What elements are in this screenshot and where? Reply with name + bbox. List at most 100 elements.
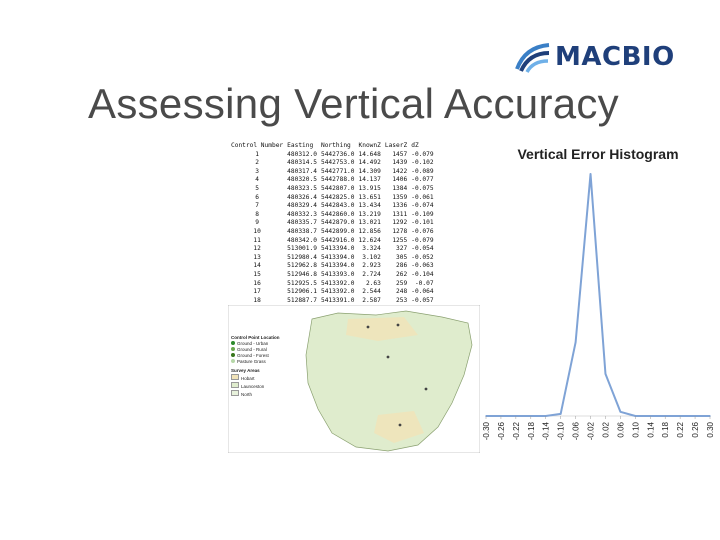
table-cell: -0.079 bbox=[411, 236, 434, 244]
table-cell: 1 bbox=[255, 150, 259, 158]
table-cell: 5442736.0 bbox=[320, 150, 355, 158]
x-tick-label: 0.22 bbox=[676, 421, 685, 437]
table-cell: 5413394.0 bbox=[320, 253, 355, 261]
swatch-icon bbox=[231, 374, 239, 380]
table-cell: 1406 bbox=[392, 176, 408, 184]
survey-legend-item-label: Launceston bbox=[241, 384, 265, 389]
x-tick-label: 0.02 bbox=[601, 421, 610, 437]
table-cell: 5413391.0 bbox=[320, 296, 355, 304]
header-laser-z: LaserZ bbox=[384, 142, 408, 149]
x-tick-label: -0.30 bbox=[482, 421, 491, 440]
table-cell: 5442825.0 bbox=[320, 193, 355, 201]
table-cell: 5442788.0 bbox=[320, 176, 355, 184]
header-easting: Easting bbox=[287, 142, 314, 149]
table-cell: 512906.1 bbox=[287, 288, 317, 296]
table-row: 6 480326.4 5442825.0 13.651 1359 -0.061 bbox=[229, 194, 436, 203]
logo-mark-icon bbox=[515, 43, 550, 73]
table-cell: 286 bbox=[396, 262, 408, 270]
table-cell: -0.077 bbox=[411, 176, 434, 184]
table-cell: 480338.7 bbox=[287, 227, 317, 235]
table-row: 11 480342.0 5442916.0 12.624 1255 -0.079 bbox=[229, 237, 436, 246]
table-cell: 5 bbox=[255, 184, 259, 192]
table-cell: 512980.4 bbox=[287, 253, 317, 261]
table-cell: -0.057 bbox=[411, 296, 434, 304]
map-legend-item: Ground - Urban bbox=[231, 341, 295, 347]
table-cell: 14 bbox=[253, 262, 261, 270]
table-row: 10 480338.7 5442899.0 12.856 1278 -0.076 bbox=[229, 228, 436, 237]
control-point-marker bbox=[386, 355, 390, 359]
histogram-point bbox=[574, 341, 577, 344]
table-cell: -0.089 bbox=[411, 167, 434, 175]
table-cell: 480323.5 bbox=[287, 184, 317, 192]
control-point-marker bbox=[366, 325, 370, 329]
header-control-number: Control Number bbox=[231, 142, 284, 149]
table-cell: 14.648 bbox=[358, 150, 381, 158]
table-cell: 5413392.0 bbox=[320, 288, 355, 296]
table-cell: -0.079 bbox=[411, 150, 434, 158]
map-svg bbox=[227, 304, 481, 454]
swatch-icon bbox=[231, 390, 239, 396]
map-legend: Control Point Location Ground - Urban Gr… bbox=[231, 335, 295, 398]
table-cell: 1359 bbox=[392, 193, 408, 201]
table-row: 9 480335.7 5442879.0 13.021 1292 -0.101 bbox=[229, 219, 436, 228]
x-tick-label: -0.06 bbox=[572, 421, 581, 440]
map-legend-item-label: Ground - Urban bbox=[237, 341, 269, 346]
survey-area-north bbox=[346, 317, 418, 341]
table-cell: 6 bbox=[255, 193, 259, 201]
header-known-z: KnownZ bbox=[358, 142, 381, 149]
table-cell: 16 bbox=[253, 279, 261, 287]
table-row: 13 512980.4 5413394.0 3.102 305 -0.052 bbox=[229, 254, 436, 263]
x-tick-label: 0.18 bbox=[661, 421, 670, 437]
table-cell: 18 bbox=[253, 296, 261, 304]
table-row: 12 513001.9 5413394.0 3.324 327 -0.054 bbox=[229, 245, 436, 254]
table-cell: 8 bbox=[255, 210, 259, 218]
table-cell: 480317.4 bbox=[287, 167, 317, 175]
table-cell: 1278 bbox=[392, 227, 408, 235]
table-cell: 7 bbox=[255, 202, 259, 210]
survey-legend-title: Survey Areas bbox=[231, 368, 260, 373]
map-legend-item-label: Ground - Rural bbox=[237, 347, 267, 352]
table-cell: 480320.5 bbox=[287, 176, 317, 184]
dot-icon bbox=[231, 341, 235, 345]
table-cell: -0.052 bbox=[411, 253, 434, 261]
table-cell: 2.587 bbox=[362, 296, 381, 304]
x-tick-label: -0.10 bbox=[557, 421, 566, 440]
table-cell: 1336 bbox=[392, 202, 408, 210]
table-cell: 13.021 bbox=[358, 219, 381, 227]
table-cell: -0.074 bbox=[411, 202, 434, 210]
histogram-point bbox=[559, 413, 562, 415]
table-cell: 5442860.0 bbox=[320, 210, 355, 218]
table-cell: -0.104 bbox=[411, 270, 434, 278]
table-row: 2 480314.5 5442753.0 14.492 1439 -0.102 bbox=[229, 159, 436, 168]
table-cell: 17 bbox=[253, 288, 261, 296]
table-cell: 14.309 bbox=[358, 167, 381, 175]
table-cell: 1457 bbox=[392, 150, 408, 158]
table-cell: -0.075 bbox=[411, 184, 434, 192]
map-legend-item-label: Ground - Forest bbox=[237, 353, 269, 358]
table-row: 18 512887.7 5413391.0 2.587 253 -0.057 bbox=[229, 297, 436, 306]
table-cell: 13 bbox=[253, 253, 261, 261]
swatch-icon bbox=[231, 382, 239, 388]
table-cell: 1422 bbox=[392, 167, 408, 175]
table-cell: 5413393.0 bbox=[320, 270, 355, 278]
table-cell: 512925.5 bbox=[287, 279, 317, 287]
table-cell: 1311 bbox=[392, 210, 408, 218]
table-cell: 11 bbox=[253, 236, 261, 244]
table-row: 3 480317.4 5442771.0 14.309 1422 -0.089 bbox=[229, 168, 436, 177]
table-row: 17 512906.1 5413392.0 2.544 248 -0.064 bbox=[229, 288, 436, 297]
table-cell: 13.434 bbox=[358, 202, 381, 210]
macbio-logo: MACBIO bbox=[515, 40, 695, 74]
table-cell: 262 bbox=[396, 270, 408, 278]
slide-title: Assessing Vertical Accuracy bbox=[88, 80, 619, 127]
table-header-row: Control Number Easting Northing KnownZ L… bbox=[229, 142, 436, 151]
table-cell: 5442771.0 bbox=[320, 167, 355, 175]
histogram-point bbox=[589, 173, 592, 175]
table-row: 4 480320.5 5442788.0 14.137 1406 -0.077 bbox=[229, 176, 436, 185]
table-cell: 480329.4 bbox=[287, 202, 317, 210]
table-cell: 480312.0 bbox=[287, 150, 317, 158]
survey-legend-item-label: Hobart bbox=[241, 376, 255, 381]
survey-legend-item: Hobart bbox=[231, 374, 295, 382]
table-row: 5 480323.5 5442807.0 13.915 1384 -0.075 bbox=[229, 185, 436, 194]
table-cell: -0.101 bbox=[411, 219, 434, 227]
dot-icon bbox=[231, 353, 235, 357]
